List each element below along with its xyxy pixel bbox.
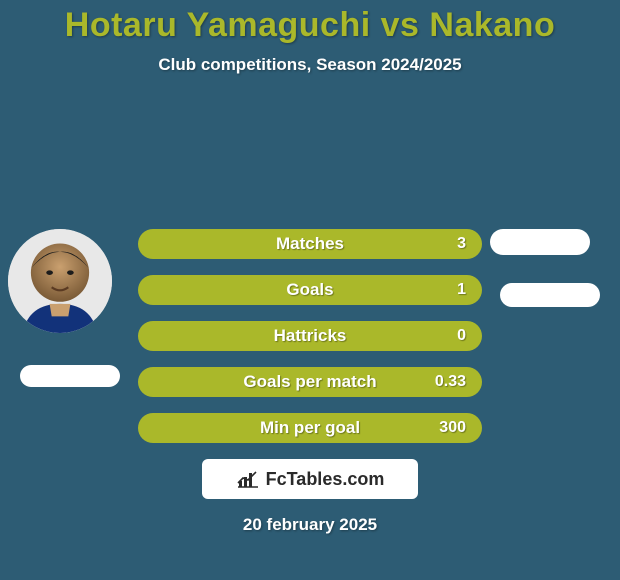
player-left-pill	[20, 365, 120, 387]
player-left-avatar	[8, 229, 112, 333]
comparison-infographic: Hotaru Yamaguchi vs Nakano Club competit…	[0, 0, 620, 580]
stat-value: 3	[457, 235, 466, 253]
stat-value: 300	[439, 419, 466, 437]
stat-bar: Matches 3	[138, 229, 482, 259]
subtitle: Club competitions, Season 2024/2025	[0, 55, 620, 75]
player-right-pill-bottom	[500, 283, 600, 307]
stat-bar: Hattricks 0	[138, 321, 482, 351]
stat-value: 1	[457, 281, 466, 299]
stat-label: Goals per match	[243, 372, 376, 392]
page-title: Hotaru Yamaguchi vs Nakano	[0, 0, 620, 45]
stat-bar: Min per goal 300	[138, 413, 482, 443]
stat-label: Matches	[276, 234, 344, 254]
brand-text: FcTables.com	[266, 469, 385, 490]
date-label: 20 february 2025	[243, 515, 377, 535]
stat-bar: Goals 1	[138, 275, 482, 305]
player-right-pill-top	[490, 229, 590, 255]
stat-bar: Goals per match 0.33	[138, 367, 482, 397]
stat-label: Goals	[286, 280, 333, 300]
stat-label: Hattricks	[274, 326, 347, 346]
brand-badge: FcTables.com	[202, 459, 418, 499]
bar-chart-icon	[236, 469, 260, 489]
stat-value: 0.33	[435, 373, 466, 391]
avatar-placeholder-icon	[8, 229, 112, 333]
stat-label: Min per goal	[260, 418, 360, 438]
stat-value: 0	[457, 327, 466, 345]
